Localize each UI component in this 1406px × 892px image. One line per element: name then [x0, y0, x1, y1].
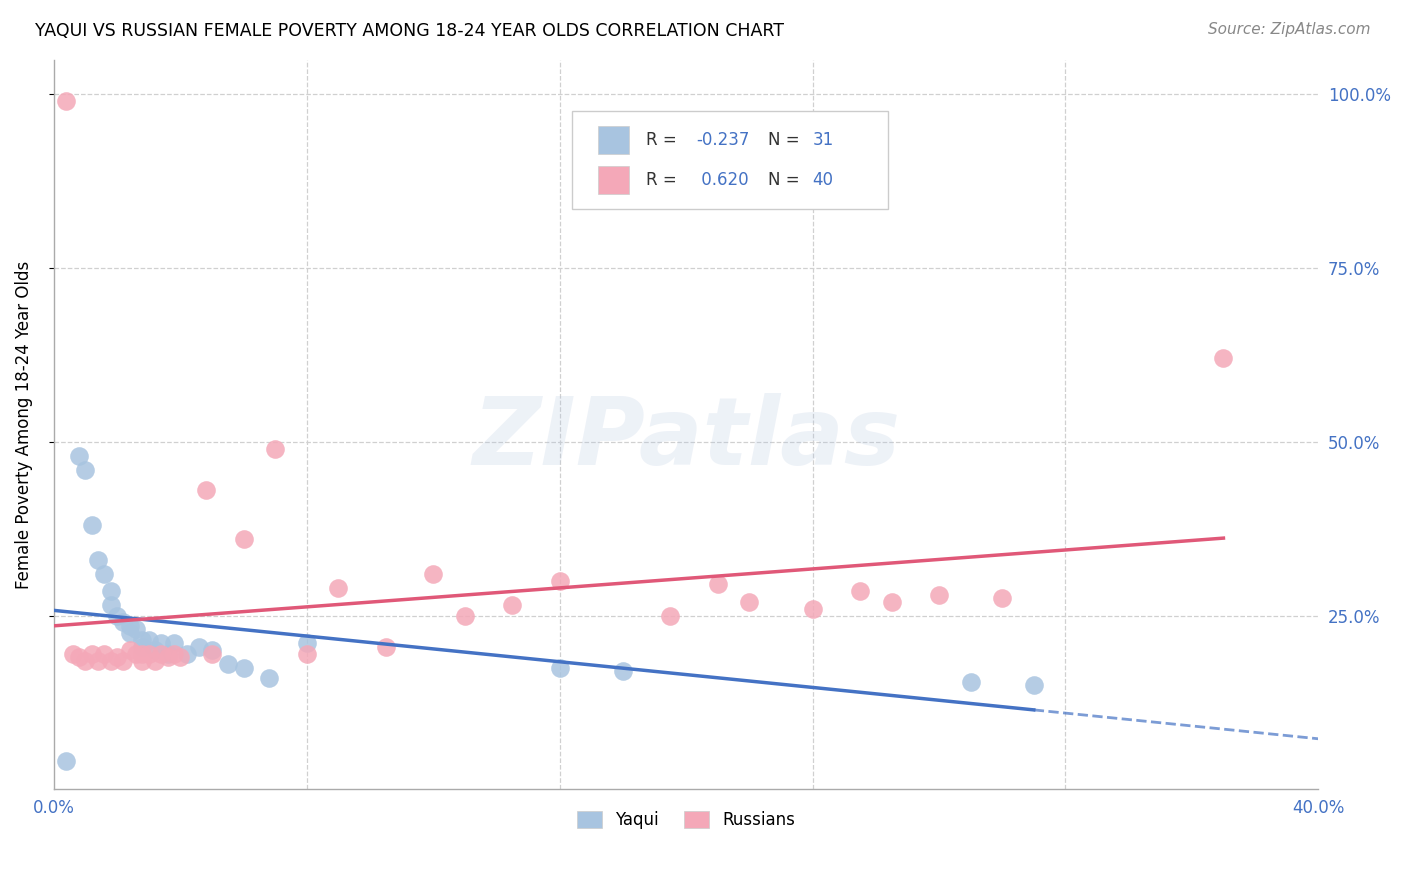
Point	[201, 643, 224, 657]
Point	[112, 615, 135, 630]
Point	[176, 647, 198, 661]
Point	[991, 591, 1014, 606]
Point	[118, 625, 141, 640]
Point	[105, 650, 128, 665]
Point	[131, 654, 153, 668]
Point	[232, 660, 254, 674]
Point	[169, 650, 191, 665]
Text: N =: N =	[768, 131, 806, 149]
Point	[194, 483, 217, 498]
Y-axis label: Female Poverty Among 18-24 Year Olds: Female Poverty Among 18-24 Year Olds	[15, 260, 32, 589]
Point	[93, 647, 115, 661]
Point	[75, 462, 97, 476]
Point	[87, 654, 110, 668]
Point	[928, 588, 950, 602]
Point	[118, 619, 141, 633]
Text: R =: R =	[645, 131, 682, 149]
Point	[138, 647, 160, 661]
Text: R =: R =	[645, 171, 682, 189]
Point	[548, 574, 571, 588]
Point	[706, 577, 728, 591]
Point	[188, 640, 211, 654]
Point	[232, 532, 254, 546]
Point	[131, 632, 153, 647]
Text: ZIPatlas: ZIPatlas	[472, 393, 900, 485]
Text: Source: ZipAtlas.com: Source: ZipAtlas.com	[1208, 22, 1371, 37]
Point	[959, 674, 981, 689]
Point	[422, 566, 444, 581]
Point	[87, 553, 110, 567]
Point	[131, 640, 153, 654]
Point	[150, 647, 173, 661]
Point	[257, 671, 280, 685]
Point	[849, 584, 872, 599]
Text: 0.620: 0.620	[696, 171, 749, 189]
Point	[548, 660, 571, 674]
Point	[201, 647, 224, 661]
Point	[659, 608, 682, 623]
Point	[93, 566, 115, 581]
Point	[67, 449, 90, 463]
Point	[501, 598, 523, 612]
Point	[138, 632, 160, 647]
Point	[105, 608, 128, 623]
Point	[55, 95, 77, 109]
Point	[125, 623, 148, 637]
Point	[156, 647, 179, 661]
Point	[1212, 351, 1234, 366]
Point	[75, 654, 97, 668]
Point	[1022, 678, 1045, 692]
Point	[264, 442, 287, 456]
Point	[100, 598, 122, 612]
Point	[217, 657, 239, 672]
Point	[295, 636, 318, 650]
Point	[131, 647, 153, 661]
Point	[80, 647, 103, 661]
Point	[880, 594, 903, 608]
Point	[150, 636, 173, 650]
Bar	[598, 166, 628, 194]
Point	[125, 647, 148, 661]
Point	[118, 643, 141, 657]
Point	[100, 654, 122, 668]
Point	[156, 650, 179, 665]
Point	[80, 518, 103, 533]
Point	[163, 647, 186, 661]
Text: 31: 31	[813, 131, 834, 149]
Text: -0.237: -0.237	[696, 131, 749, 149]
Point	[112, 654, 135, 668]
Bar	[598, 126, 628, 153]
Text: 40: 40	[813, 171, 834, 189]
Point	[612, 664, 634, 678]
Point	[55, 755, 77, 769]
Point	[454, 608, 477, 623]
Point	[62, 647, 84, 661]
Point	[67, 650, 90, 665]
Text: N =: N =	[768, 171, 806, 189]
Point	[801, 601, 824, 615]
Point	[328, 581, 350, 595]
Text: YAQUI VS RUSSIAN FEMALE POVERTY AMONG 18-24 YEAR OLDS CORRELATION CHART: YAQUI VS RUSSIAN FEMALE POVERTY AMONG 18…	[35, 22, 785, 40]
Point	[143, 643, 166, 657]
Point	[295, 647, 318, 661]
FancyBboxPatch shape	[572, 111, 889, 209]
Point	[143, 654, 166, 668]
Point	[163, 636, 186, 650]
Point	[738, 594, 761, 608]
Point	[100, 584, 122, 599]
Point	[374, 640, 396, 654]
Legend: Yaqui, Russians: Yaqui, Russians	[571, 804, 801, 836]
